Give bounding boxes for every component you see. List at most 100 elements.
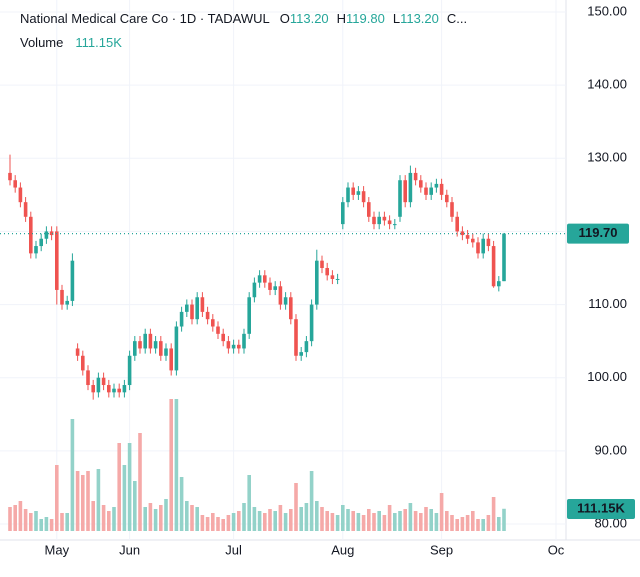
volume-bar: [70, 419, 75, 531]
candle-body: [200, 297, 205, 312]
candle-body: [138, 341, 142, 349]
candle-body: [226, 341, 231, 349]
volume-bar: [112, 507, 116, 531]
volume-bar: [351, 511, 355, 531]
candle-body: [439, 183, 444, 195]
volume-bar: [335, 515, 340, 531]
volume-bar: [367, 509, 371, 531]
volume-bar: [476, 519, 480, 531]
volume-bar: [419, 513, 423, 531]
candle-body: [195, 297, 199, 320]
candle-body: [315, 260, 319, 305]
volume-bar: [60, 513, 64, 531]
volume-bar: [429, 509, 433, 531]
volume-bar: [205, 517, 210, 531]
volume-bar: [101, 505, 106, 531]
high-label: H: [337, 11, 346, 26]
candle-body: [424, 187, 428, 195]
volume-bar: [299, 507, 303, 531]
candle-body: [299, 352, 303, 356]
candle-body: [413, 172, 418, 181]
candle-body: [491, 246, 496, 287]
volume-bar: [283, 513, 288, 531]
candle-body: [55, 231, 59, 290]
volume-bar: [216, 517, 220, 531]
volume-bar: [200, 515, 205, 531]
candle-body: [325, 268, 329, 276]
volume-bar: [179, 477, 184, 531]
candle-body: [361, 191, 366, 203]
candle-body: [159, 341, 163, 356]
candle-body: [476, 242, 480, 254]
candle-body: [341, 202, 345, 225]
candle-body: [216, 326, 220, 334]
candle-body: [419, 180, 423, 188]
last-price-label: 119.70: [578, 225, 617, 240]
volume-bar: [86, 471, 90, 531]
volume-bar: [29, 513, 33, 531]
candle-body: [29, 216, 33, 254]
volume-bar: [96, 469, 101, 531]
y-tick-label: 140.00: [587, 77, 627, 92]
volume-bar: [320, 507, 324, 531]
volume-bar: [257, 511, 262, 531]
candle-body: [148, 333, 153, 349]
candle-body: [387, 220, 392, 225]
candle-body: [304, 341, 309, 353]
volume-bar: [263, 513, 267, 531]
candle-body: [185, 304, 189, 312]
high-value: 119.80: [346, 11, 385, 26]
volume-bar: [304, 503, 309, 531]
candle-body: [49, 231, 54, 236]
candle-body: [75, 348, 80, 356]
candle-body: [60, 289, 64, 305]
volume-bar: [91, 501, 95, 531]
volume-bar: [315, 501, 319, 531]
x-tick-label: Jun: [119, 542, 140, 557]
candle-body: [309, 304, 314, 342]
volume-bar: [49, 519, 54, 531]
volume-bar: [81, 475, 85, 531]
volume-bar: [341, 505, 345, 531]
candle-body: [408, 172, 413, 203]
volume-bar: [143, 507, 147, 531]
candle-body: [242, 333, 246, 349]
candle-body: [81, 355, 85, 371]
volume-bar: [174, 399, 179, 531]
volume-bar: [148, 503, 153, 531]
volume-bar: [18, 501, 23, 531]
volume-bar: [23, 509, 28, 531]
y-tick-label: 90.00: [594, 442, 627, 457]
candle-body: [164, 348, 168, 356]
candle-body: [86, 370, 90, 386]
candle-body: [486, 238, 491, 247]
volume-bar: [190, 505, 194, 531]
volume-bar: [434, 513, 439, 531]
candle-body: [455, 216, 459, 232]
volume-bar: [268, 509, 272, 531]
x-tick-label: Sep: [430, 542, 453, 557]
candle-body: [330, 275, 335, 279]
volume-bar: [481, 519, 485, 531]
candle-body: [460, 231, 465, 236]
volume-bar: [289, 509, 293, 531]
legend-row: National Medical Care Co · 1D · TADAWUL O…: [20, 11, 467, 26]
x-tick-label: May: [45, 542, 70, 557]
volume-value: 111.15K: [75, 35, 122, 50]
candle-body: [393, 224, 397, 226]
y-tick-label: 100.00: [587, 369, 627, 384]
volume-legend: Volume 111.15K: [20, 35, 122, 50]
candle-body: [497, 281, 501, 287]
volume-bar: [450, 515, 454, 531]
volume-bar: [330, 513, 335, 531]
volume-bar: [471, 511, 475, 531]
y-tick-label: 150.00: [587, 3, 627, 18]
volume-bar: [13, 505, 17, 531]
volume-bar: [455, 519, 459, 531]
volume-bar: [169, 399, 173, 531]
candle-body: [153, 341, 158, 349]
candle-body: [117, 388, 121, 393]
volume-bar: [502, 508, 506, 531]
candle-body: [133, 341, 137, 356]
